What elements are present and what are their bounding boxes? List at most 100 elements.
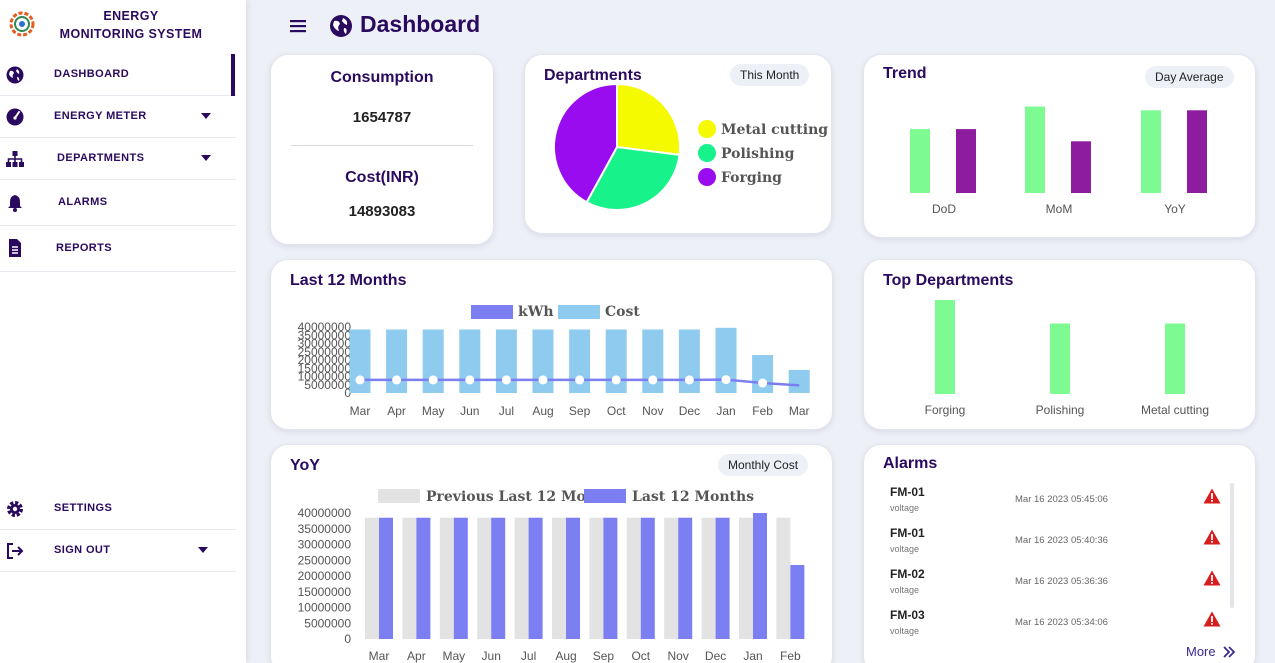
legend-label: Last 12 Months	[632, 489, 754, 505]
y-tick-label: 20000000	[298, 353, 352, 367]
warning-icon	[1203, 488, 1221, 504]
bar	[603, 517, 618, 639]
bar	[788, 369, 810, 393]
chevron-down-icon	[201, 155, 211, 161]
y-tick-label: 20000000	[298, 569, 352, 583]
legend-label: Cost	[605, 304, 640, 320]
x-tick-label: Sep	[593, 649, 615, 663]
sidebar-item-sign-out[interactable]: SIGN OUT	[0, 530, 236, 572]
y-tick-label: 25000000	[298, 345, 352, 359]
bar	[1050, 323, 1070, 394]
bar	[1165, 323, 1185, 394]
data-point	[501, 375, 511, 385]
alarm-scrollbar[interactable]	[1230, 483, 1234, 608]
bar	[402, 517, 417, 639]
sidebar-item-dashboard[interactable]: DASHBOARD	[0, 54, 236, 96]
bar	[678, 517, 693, 639]
x-tick-label: Jun	[460, 404, 479, 418]
more-link[interactable]: More	[1186, 644, 1216, 659]
bar	[640, 517, 655, 639]
bar	[739, 517, 753, 639]
menu-icon[interactable]	[289, 17, 307, 35]
double-chevron-right-icon[interactable]	[1222, 646, 1236, 658]
card-title: Last 12 Months	[290, 272, 407, 289]
alarm-row[interactable]: FM-01 voltage Mar 16 2023 05:40:36	[890, 526, 1230, 566]
card-title: Alarms	[883, 455, 938, 472]
cost-label: Cost(INR)	[345, 169, 419, 186]
consumption-label: Consumption	[330, 69, 434, 86]
legend-marker	[471, 305, 513, 319]
departments-card: Departments This Month Metal cutting Poli…	[524, 54, 832, 234]
period-selector[interactable]: Day Average	[1145, 66, 1234, 88]
sidebar-item-departments[interactable]: DEPARTMENTS	[0, 138, 236, 180]
alarm-row[interactable]: FM-01 voltage Mar 16 2023 05:45:06	[890, 485, 1230, 525]
bar	[386, 329, 408, 393]
bar	[715, 517, 730, 639]
data-point	[575, 375, 585, 385]
gauge-icon	[6, 108, 24, 126]
card-title: Top Departments	[883, 272, 1014, 289]
alarm-row[interactable]: FM-02 voltage Mar 16 2023 05:36:36	[890, 567, 1230, 607]
x-tick-label: Mar	[369, 649, 390, 663]
x-tick-label: Polishing	[1036, 403, 1085, 417]
brand-title: ENERGY MONITORING SYSTEM	[40, 7, 222, 43]
top-departments-card: Top Departments Forging Polishing Metal cu…	[863, 259, 1256, 430]
bar	[459, 329, 481, 393]
top-departments-chart: Forging Polishing Metal cutting	[925, 300, 1209, 417]
legend-marker	[584, 489, 626, 503]
sidebar-item-label: DEPARTMENTS	[57, 152, 145, 164]
warning-icon	[1203, 570, 1221, 586]
bar	[566, 517, 580, 639]
x-tick-label: Feb	[780, 649, 801, 663]
period-selector[interactable]: Monthly Cost	[718, 454, 809, 476]
consumption-value: 1654787	[352, 109, 412, 126]
x-tick-label: Oct	[631, 649, 650, 663]
x-tick-label: Jul	[499, 404, 514, 418]
bar	[753, 513, 767, 639]
bar	[589, 517, 604, 639]
globe-icon	[330, 15, 352, 37]
x-tick-label: Jul	[521, 649, 536, 663]
bar	[495, 329, 517, 393]
sidebar-item-energy-meter[interactable]: ENERGY METER	[0, 96, 236, 138]
sidebar-item-alarms[interactable]: ALARMS	[0, 180, 236, 226]
sidebar-item-reports[interactable]: REPORTS	[0, 226, 236, 272]
sidebar-item-label: DASHBOARD	[54, 68, 130, 80]
y-tick-label: 15000000	[298, 585, 352, 599]
globe-icon	[6, 66, 24, 84]
page-title: Dashboard	[360, 11, 481, 37]
brand-line-1: ENERGY	[103, 9, 159, 23]
card-title: YoY	[290, 457, 320, 474]
bar	[1025, 106, 1045, 193]
brand: ENERGY MONITORING SYSTEM	[0, 0, 246, 52]
data-point	[355, 375, 365, 385]
legend-marker	[558, 305, 600, 319]
x-tick-label: Apr	[387, 404, 406, 418]
period-selector[interactable]: This Month	[730, 64, 810, 86]
x-tick-label: Mar	[350, 404, 371, 418]
bar	[349, 329, 371, 393]
cost-value: 14893083	[348, 203, 416, 220]
y-tick-label: 25000000	[298, 553, 352, 567]
sidebar-item-label: SETTINGS	[54, 502, 113, 514]
departments-pie-chart: Metal cutting Polishing Forging	[553, 82, 828, 211]
bar	[642, 329, 664, 393]
data-point	[428, 375, 438, 385]
y-tick-label: 0	[344, 632, 351, 646]
legend-marker	[378, 489, 420, 503]
y-tick-label: 5000000	[304, 616, 351, 630]
bar	[528, 517, 543, 639]
consumption-card: Consumption 1654787 Cost(INR) 14893083	[270, 54, 494, 245]
x-tick-label: May	[422, 404, 445, 418]
bar	[701, 517, 716, 639]
brand-logo-icon	[9, 11, 35, 37]
y-tick-label: 35000000	[298, 328, 352, 342]
alarm-row[interactable]: FM-03 voltage Mar 16 2023 05:34:06	[890, 608, 1230, 648]
alarm-time: Mar 16 2023 05:34:06	[1015, 617, 1108, 628]
bar	[1187, 110, 1207, 193]
y-tick-label: 0	[344, 386, 351, 400]
bar	[935, 300, 955, 394]
bar	[715, 327, 737, 393]
sidebar-item-settings[interactable]: SETTINGS	[0, 488, 236, 530]
alarm-id: FM-01	[890, 526, 925, 540]
